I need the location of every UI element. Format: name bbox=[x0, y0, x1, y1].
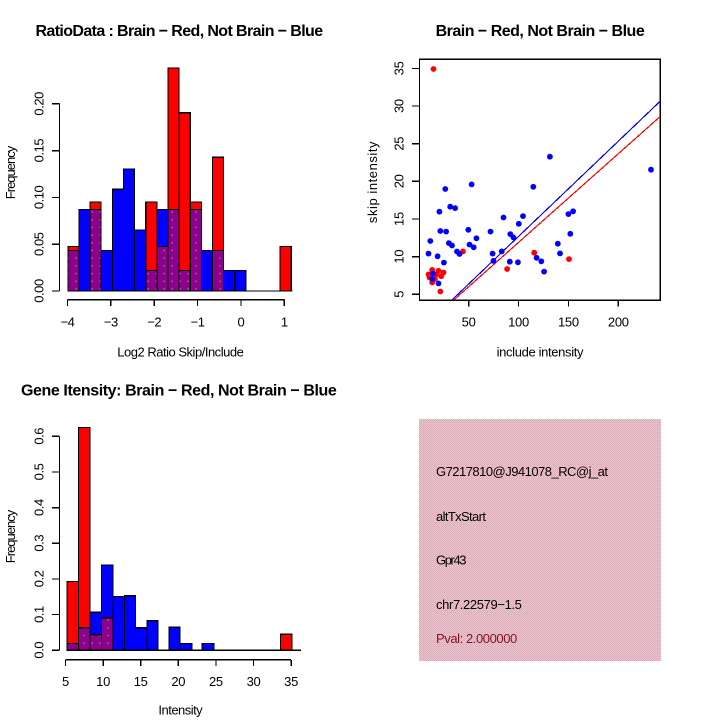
svg-text:Gpr43: Gpr43 bbox=[436, 552, 466, 567]
svg-text:0.0: 0.0 bbox=[31, 642, 46, 659]
svg-text:20: 20 bbox=[391, 174, 406, 188]
svg-text:Frequency: Frequency bbox=[3, 509, 18, 563]
svg-text:Intensity: Intensity bbox=[158, 703, 203, 718]
svg-text:10: 10 bbox=[96, 674, 110, 689]
svg-text:altTxStart: altTxStart bbox=[436, 509, 486, 524]
svg-text:15: 15 bbox=[391, 212, 406, 226]
svg-text:Log2 Ratio Skip/Include: Log2 Ratio Skip/Include bbox=[117, 345, 243, 360]
svg-text:skip intensity: skip intensity bbox=[365, 141, 380, 223]
svg-text:0: 0 bbox=[238, 314, 245, 329]
svg-text:0.3: 0.3 bbox=[31, 535, 46, 552]
svg-text:20: 20 bbox=[171, 674, 185, 689]
svg-text:−3: −3 bbox=[104, 314, 118, 329]
svg-text:25: 25 bbox=[209, 674, 223, 689]
svg-text:0.05: 0.05 bbox=[31, 232, 46, 256]
svg-text:−2: −2 bbox=[147, 314, 161, 329]
svg-text:10: 10 bbox=[391, 250, 406, 264]
svg-text:50: 50 bbox=[462, 314, 476, 329]
svg-text:−1: −1 bbox=[191, 314, 205, 329]
svg-text:0.6: 0.6 bbox=[31, 428, 46, 445]
svg-text:−4: −4 bbox=[61, 314, 75, 329]
svg-text:Pval: 2.000000: Pval: 2.000000 bbox=[436, 631, 517, 646]
svg-text:35: 35 bbox=[284, 674, 298, 689]
svg-text:Frequency: Frequency bbox=[3, 145, 18, 199]
svg-text:0.5: 0.5 bbox=[31, 463, 46, 480]
svg-text:5: 5 bbox=[391, 291, 406, 298]
svg-text:0.10: 0.10 bbox=[31, 185, 46, 209]
svg-text:Gene Itensity: Brain − Red, No: Gene Itensity: Brain − Red, Not Brain − … bbox=[21, 382, 337, 399]
svg-text:0.4: 0.4 bbox=[31, 499, 46, 516]
svg-text:0.1: 0.1 bbox=[31, 606, 46, 623]
svg-text:chr7.22579−1.5: chr7.22579−1.5 bbox=[436, 597, 522, 612]
svg-text:G7217810@J941078_RC@j_at: G7217810@J941078_RC@j_at bbox=[436, 464, 608, 479]
svg-text:1: 1 bbox=[281, 314, 288, 329]
svg-text:0.2: 0.2 bbox=[31, 570, 46, 587]
svg-text:0.15: 0.15 bbox=[31, 139, 46, 163]
svg-text:0.00: 0.00 bbox=[31, 279, 46, 303]
svg-text:0.20: 0.20 bbox=[31, 92, 46, 116]
svg-text:25: 25 bbox=[391, 137, 406, 151]
svg-text:150: 150 bbox=[558, 314, 579, 329]
svg-text:200: 200 bbox=[608, 314, 629, 329]
svg-text:15: 15 bbox=[134, 674, 148, 689]
svg-text:Brain − Red, Not Brain − Blue: Brain − Red, Not Brain − Blue bbox=[436, 23, 645, 40]
svg-text:include intensity: include intensity bbox=[497, 345, 584, 360]
svg-text:30: 30 bbox=[247, 674, 261, 689]
svg-text:5: 5 bbox=[62, 674, 69, 689]
svg-text:RatioData : Brain − Red, Not B: RatioData : Brain − Red, Not Brain − Blu… bbox=[35, 23, 323, 40]
svg-text:30: 30 bbox=[391, 99, 406, 113]
svg-text:100: 100 bbox=[508, 314, 529, 329]
svg-text:35: 35 bbox=[391, 61, 406, 75]
